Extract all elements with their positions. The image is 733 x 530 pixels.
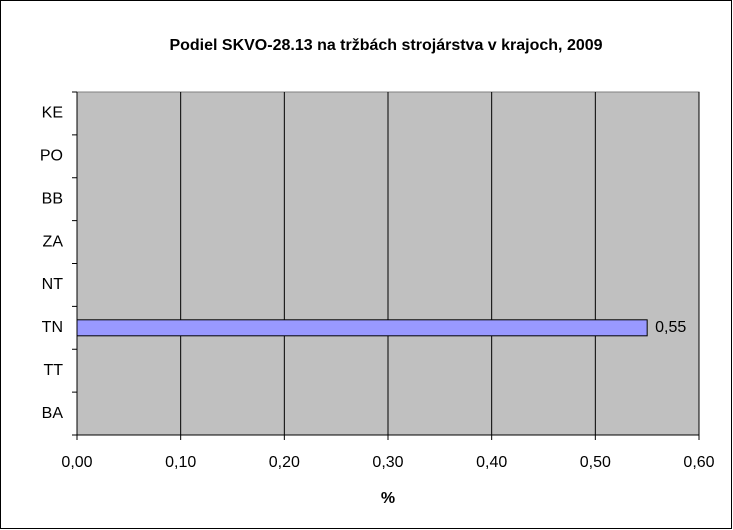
bar	[76, 319, 648, 337]
y-tick-label: TN	[42, 319, 63, 336]
x-tick-label: 0,20	[269, 454, 300, 471]
x-axis-label: %	[381, 490, 395, 507]
x-tick-label: 0,30	[372, 454, 403, 471]
x-tick-label: 0,50	[580, 454, 611, 471]
y-tick-label: BA	[42, 405, 64, 422]
y-tick-label: PO	[40, 148, 63, 165]
y-tick-label: KE	[42, 105, 63, 122]
x-tick-label: 0,60	[683, 454, 714, 471]
y-tick-label: NT	[42, 276, 64, 293]
chart-title: Podiel SKVO-28.13 na tržbách strojárstva…	[169, 37, 603, 54]
data-label: 0,55	[655, 319, 686, 336]
y-tick-label: BB	[42, 190, 63, 207]
x-tick-label: 0,10	[165, 454, 196, 471]
y-tick-label: ZA	[43, 233, 64, 250]
x-tick-label: 0,40	[476, 454, 507, 471]
y-tick-label: TT	[43, 362, 63, 379]
x-tick-label: 0,00	[61, 454, 92, 471]
